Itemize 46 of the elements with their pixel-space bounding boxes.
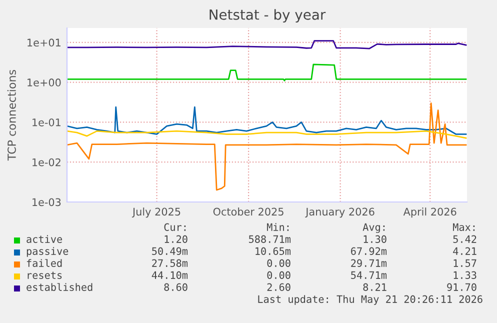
text: Max:: [453, 223, 475, 231]
text: 1.20: [164, 235, 188, 243]
x-tick-label: January 2026: [305, 208, 374, 218]
text: 1.57: [454, 259, 476, 267]
x-tick-label: October 2025: [213, 208, 284, 216]
legend-label: resets: [28, 272, 62, 279]
line-series: [67, 102, 467, 191]
text: 91.70: [447, 283, 476, 291]
line-series: [67, 130, 467, 139]
line-series: [67, 40, 467, 50]
text: 1.33: [454, 271, 476, 279]
x-tick-label: April 2026: [403, 208, 456, 218]
y-tick-label: 1e+00: [28, 78, 61, 86]
legend-label: active: [26, 235, 62, 243]
legend-label: established: [26, 283, 92, 291]
text: 44.10m: [152, 271, 188, 279]
y-tick-label: 1e-02: [32, 158, 60, 166]
y-tick-label: 1e-03: [32, 198, 61, 206]
text: 5.42: [453, 235, 476, 243]
line-series: [67, 106, 467, 135]
chart-title: Netstat - by year: [210, 9, 326, 23]
legend-label: passive: [26, 247, 68, 257]
text: 27.58m: [152, 259, 188, 267]
text: 54.71m: [351, 271, 387, 279]
text: 0.00: [267, 271, 290, 279]
text: 2.60: [267, 283, 290, 291]
legend-label: failed: [26, 259, 62, 267]
text: 10.65m: [256, 247, 291, 255]
text: Last update: Thu May 21 20:26:11 2026: [258, 295, 482, 305]
text: 588.71m: [248, 235, 291, 243]
text: 29.71m: [351, 259, 387, 267]
y-tick-label: 1e-01: [32, 118, 60, 126]
text: Avg:: [362, 223, 385, 233]
text: Min:: [267, 223, 289, 231]
y-tick-label: 1e+01: [28, 38, 60, 47]
text: 67.92m: [351, 247, 387, 255]
text: 4.21: [453, 247, 476, 255]
y-axis-title: TCP connections: [7, 70, 16, 161]
text: 50.49m: [152, 247, 188, 255]
x-tick-label: July 2025: [132, 208, 180, 218]
text: Cur:: [164, 223, 186, 231]
text: 8.60: [164, 283, 188, 291]
text: 1.30: [364, 235, 386, 243]
text: 8.21: [363, 283, 386, 291]
text: 0.00: [267, 259, 290, 267]
line-series: [67, 64, 467, 82]
